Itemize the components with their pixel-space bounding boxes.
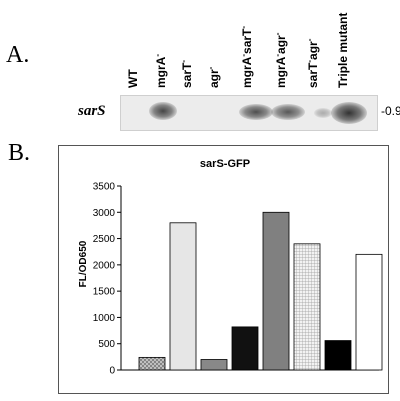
lane-label: agr-	[206, 66, 221, 88]
lane-label-text: agr	[207, 69, 221, 88]
lane-label-text: mgrA	[240, 56, 254, 88]
lane-label: WT	[126, 69, 140, 88]
bar	[169, 222, 197, 371]
y-tick-label: 1000	[93, 313, 116, 324]
bar	[231, 326, 259, 371]
y-tick-label: 2000	[93, 260, 116, 271]
lane-label-text: WT	[126, 69, 140, 88]
y-tick-label: 2500	[93, 234, 116, 245]
lane-label-superscript: -	[273, 53, 282, 57]
lane-label-superscript: -	[305, 38, 314, 42]
lane-label-text: mgrA	[274, 56, 288, 88]
bar	[200, 359, 228, 371]
lane-label: mgrA-sarT-	[239, 25, 254, 88]
y-tick-label: 3000	[93, 208, 116, 219]
chart-title: sarS-GFP	[200, 158, 250, 170]
panel-a-label: A.	[6, 42, 30, 68]
lane-label-superscript: -	[239, 53, 248, 57]
lane-label-superscript: -	[305, 59, 314, 63]
chart-frame: sarS-GFP FL/OD650 0 500 1000 1500 2000 2500 30…	[58, 145, 389, 394]
lane-label: Triple mutant	[336, 13, 350, 88]
panel-b-label: B.	[8, 140, 31, 166]
y-axis-label: FL/OD650	[78, 240, 89, 287]
blot-band	[271, 104, 305, 120]
gene-label: sarS	[78, 103, 106, 119]
bar	[324, 340, 352, 371]
lane-label: mgrA-agr-	[273, 32, 288, 88]
lane-label-text: sarT	[240, 28, 254, 54]
lane-label-text: sarT	[306, 62, 320, 88]
northern-blot	[120, 95, 378, 131]
blot-band	[314, 108, 332, 118]
blot-band	[331, 102, 367, 124]
lane-label-text: agr	[274, 35, 288, 54]
y-axis-ticks: 0 500 1000 1500 2000 2500 3000 3500	[93, 182, 121, 377]
lane-label-text: mgrA	[154, 56, 168, 88]
blot-band	[149, 102, 177, 120]
lane-label-superscript: -	[179, 59, 188, 63]
blot-band	[239, 104, 273, 120]
bar	[138, 356, 166, 371]
size-marker-label: -0.9kb	[381, 104, 400, 118]
lane-label: mgrA-	[153, 53, 168, 88]
bar	[355, 253, 383, 371]
y-tick-label: 500	[98, 339, 115, 350]
y-tick-label: 0	[109, 366, 115, 377]
lane-label-text: Triple mutant	[336, 12, 350, 88]
y-tick-label: 3500	[93, 182, 116, 193]
lane-label-superscript: -	[206, 66, 215, 70]
bar-chart: sarS-GFP FL/OD650 0 500 1000 1500 2000 2500 30…	[78, 158, 383, 377]
lane-label-text: sarT	[180, 62, 194, 88]
lane-label-superscript: -	[153, 53, 162, 57]
y-tick-label: 1500	[93, 287, 116, 298]
bar	[293, 243, 321, 371]
lane-label-superscript: -	[273, 32, 282, 36]
bar	[262, 211, 290, 371]
lane-label-text: agr	[306, 41, 320, 60]
lane-label: sarT-agr-	[305, 38, 320, 88]
lane-label-superscript: -	[239, 25, 248, 29]
bars	[138, 211, 383, 371]
lane-label: sarT-	[179, 59, 194, 88]
